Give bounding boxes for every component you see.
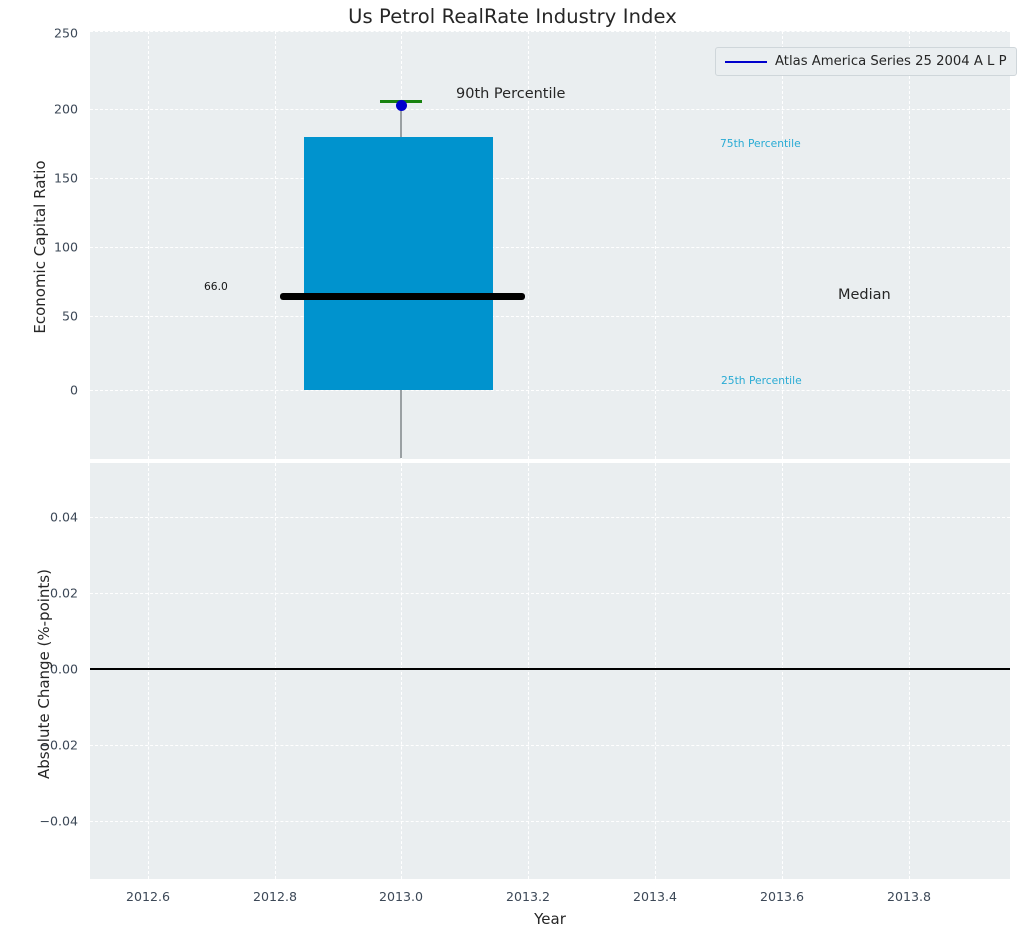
gridline-y-0	[90, 390, 1010, 391]
ytick-label-150: 150	[53, 170, 78, 185]
gridline-x-2013.2	[528, 31, 529, 459]
annotation-25th-percentile: 25th Percentile	[721, 374, 802, 387]
box-bar-industry[interactable]	[304, 137, 493, 390]
xtick-label-2013.4: 2013.4	[632, 889, 678, 904]
xtick-label-2013.6: 2013.6	[759, 889, 805, 904]
annotation-median-value: 66.0	[204, 280, 228, 293]
xtick-label-2013.0: 2013.0	[378, 889, 424, 904]
panel-economic-capital-ratio: 90th Percentile 75th Percentile Median 2…	[90, 31, 1010, 459]
ytick-label-change-0.04: 0.04	[49, 509, 78, 525]
ytick-label-change--0.02: −0.02	[39, 737, 78, 753]
gridline-x-2012.8	[275, 31, 276, 459]
gridline-change--0.02	[90, 745, 1010, 746]
legend-line-swatch-icon	[725, 60, 767, 63]
ytick-label-50: 50	[61, 308, 78, 323]
xtick-label-2012.8: 2012.8	[252, 889, 298, 904]
chart-title: Us Petrol RealRate Industry Index	[348, 5, 677, 28]
gridline-change-0.04	[90, 517, 1010, 518]
xtick-label-2012.6: 2012.6	[125, 889, 171, 904]
gridline-change-x-2013.6	[782, 463, 783, 879]
gridline-change-x-2013.2	[528, 463, 529, 879]
ytick-label-change-0.00: 0.00	[49, 661, 78, 677]
gridline-x-2013.6	[782, 31, 783, 459]
annotation-median: Median	[838, 287, 891, 303]
gridline-y-200	[90, 109, 1010, 110]
annotation-75th-percentile: 75th Percentile	[720, 137, 801, 150]
y-axis-title-bottom: Absolute Change (%-points)	[35, 569, 53, 779]
gridline-x-2012.6	[148, 31, 149, 459]
gridline-y-100	[90, 246, 1010, 248]
gridline-change-0.02	[90, 593, 1010, 594]
gridline-change-x-2012.8	[275, 463, 276, 879]
y-axis-title-top: Economic Capital Ratio	[31, 160, 49, 334]
gridline-y-250	[90, 31, 1010, 32]
panel-absolute-change	[90, 463, 1010, 879]
ytick-label-250: 250	[53, 25, 78, 41]
ytick-label-100: 100	[53, 239, 78, 254]
gridline-y-50	[90, 315, 1010, 317]
gridline-change--0.04	[90, 821, 1010, 822]
annotation-90th-percentile: 90th Percentile	[456, 86, 566, 102]
gridline-change-x-2013.0	[401, 463, 402, 879]
gridline-x-2013.8	[909, 31, 910, 459]
gridline-change-x-2013.8	[909, 463, 910, 879]
zero-reference-line	[90, 668, 1010, 670]
gridline-change-x-2012.6	[148, 463, 149, 879]
x-axis-title: Year	[534, 910, 566, 928]
ytick-label-0: 0	[69, 382, 78, 398]
legend-item-label: Atlas America Series 25 2004 A L P	[775, 54, 1007, 69]
xtick-label-2013.2: 2013.2	[505, 889, 551, 904]
ytick-label-change-0.02: 0.02	[49, 585, 78, 601]
gridline-x-2013.4	[655, 31, 656, 459]
ytick-label-change--0.04: −0.04	[39, 813, 78, 829]
series-marker-atlas-america[interactable]	[395, 100, 407, 111]
chart-legend[interactable]: Atlas America Series 25 2004 A L P	[715, 47, 1017, 76]
gridline-change-x-2013.4	[655, 463, 656, 879]
gridline-y-150	[90, 177, 1010, 179]
ytick-label-200: 200	[53, 101, 78, 117]
median-line	[280, 292, 525, 300]
xtick-label-2013.8: 2013.8	[886, 889, 932, 904]
